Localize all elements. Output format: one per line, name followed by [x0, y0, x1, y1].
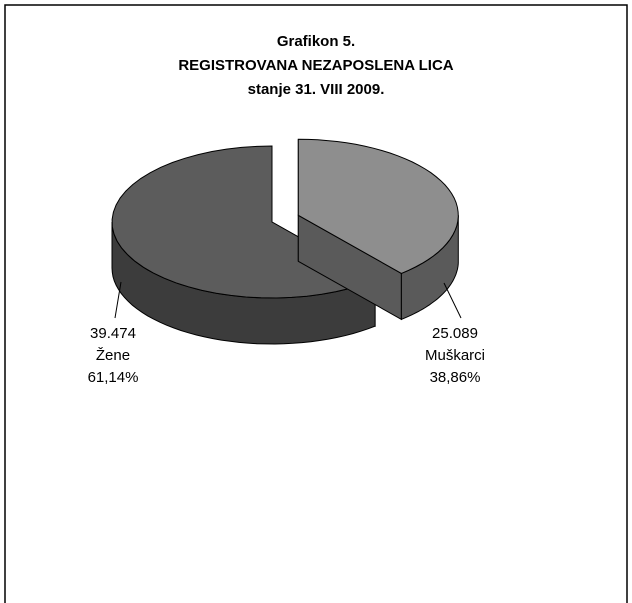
value-label: 39.474 [90, 325, 136, 342]
percentage-label: 38,86% [430, 369, 481, 386]
leader-line [114, 281, 122, 319]
percentage-label: 61,14% [88, 369, 139, 386]
category-label: Muškarci [425, 347, 485, 364]
value-label: 25.089 [432, 325, 478, 342]
slice [297, 138, 459, 274]
chart-title: Grafikon 5. [277, 33, 355, 50]
category-label: Žene [96, 347, 130, 364]
leader-line [443, 282, 462, 319]
chart-title: REGISTROVANA NEZAPOSLENA LICA [178, 57, 453, 74]
chart-title: stanje 31. VIII 2009. [248, 81, 385, 98]
